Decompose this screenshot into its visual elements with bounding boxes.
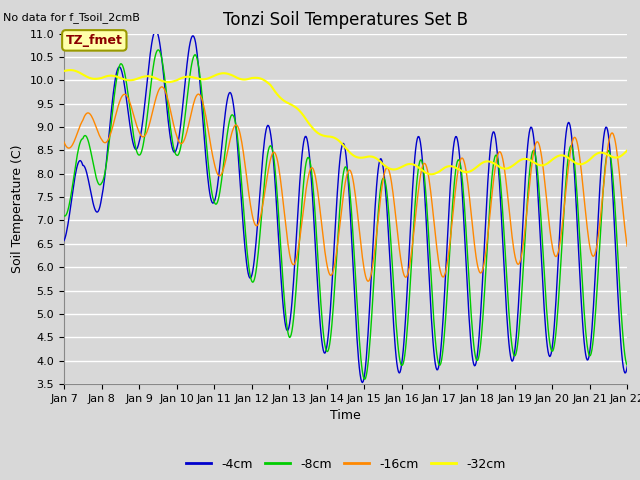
Title: Tonzi Soil Temperatures Set B: Tonzi Soil Temperatures Set B bbox=[223, 11, 468, 29]
Legend: -4cm, -8cm, -16cm, -32cm: -4cm, -8cm, -16cm, -32cm bbox=[181, 453, 510, 476]
Y-axis label: Soil Temperature (C): Soil Temperature (C) bbox=[11, 144, 24, 273]
X-axis label: Time: Time bbox=[330, 409, 361, 422]
Text: TZ_fmet: TZ_fmet bbox=[66, 34, 123, 47]
Text: No data for f_Tsoil_2cmB: No data for f_Tsoil_2cmB bbox=[3, 12, 140, 23]
